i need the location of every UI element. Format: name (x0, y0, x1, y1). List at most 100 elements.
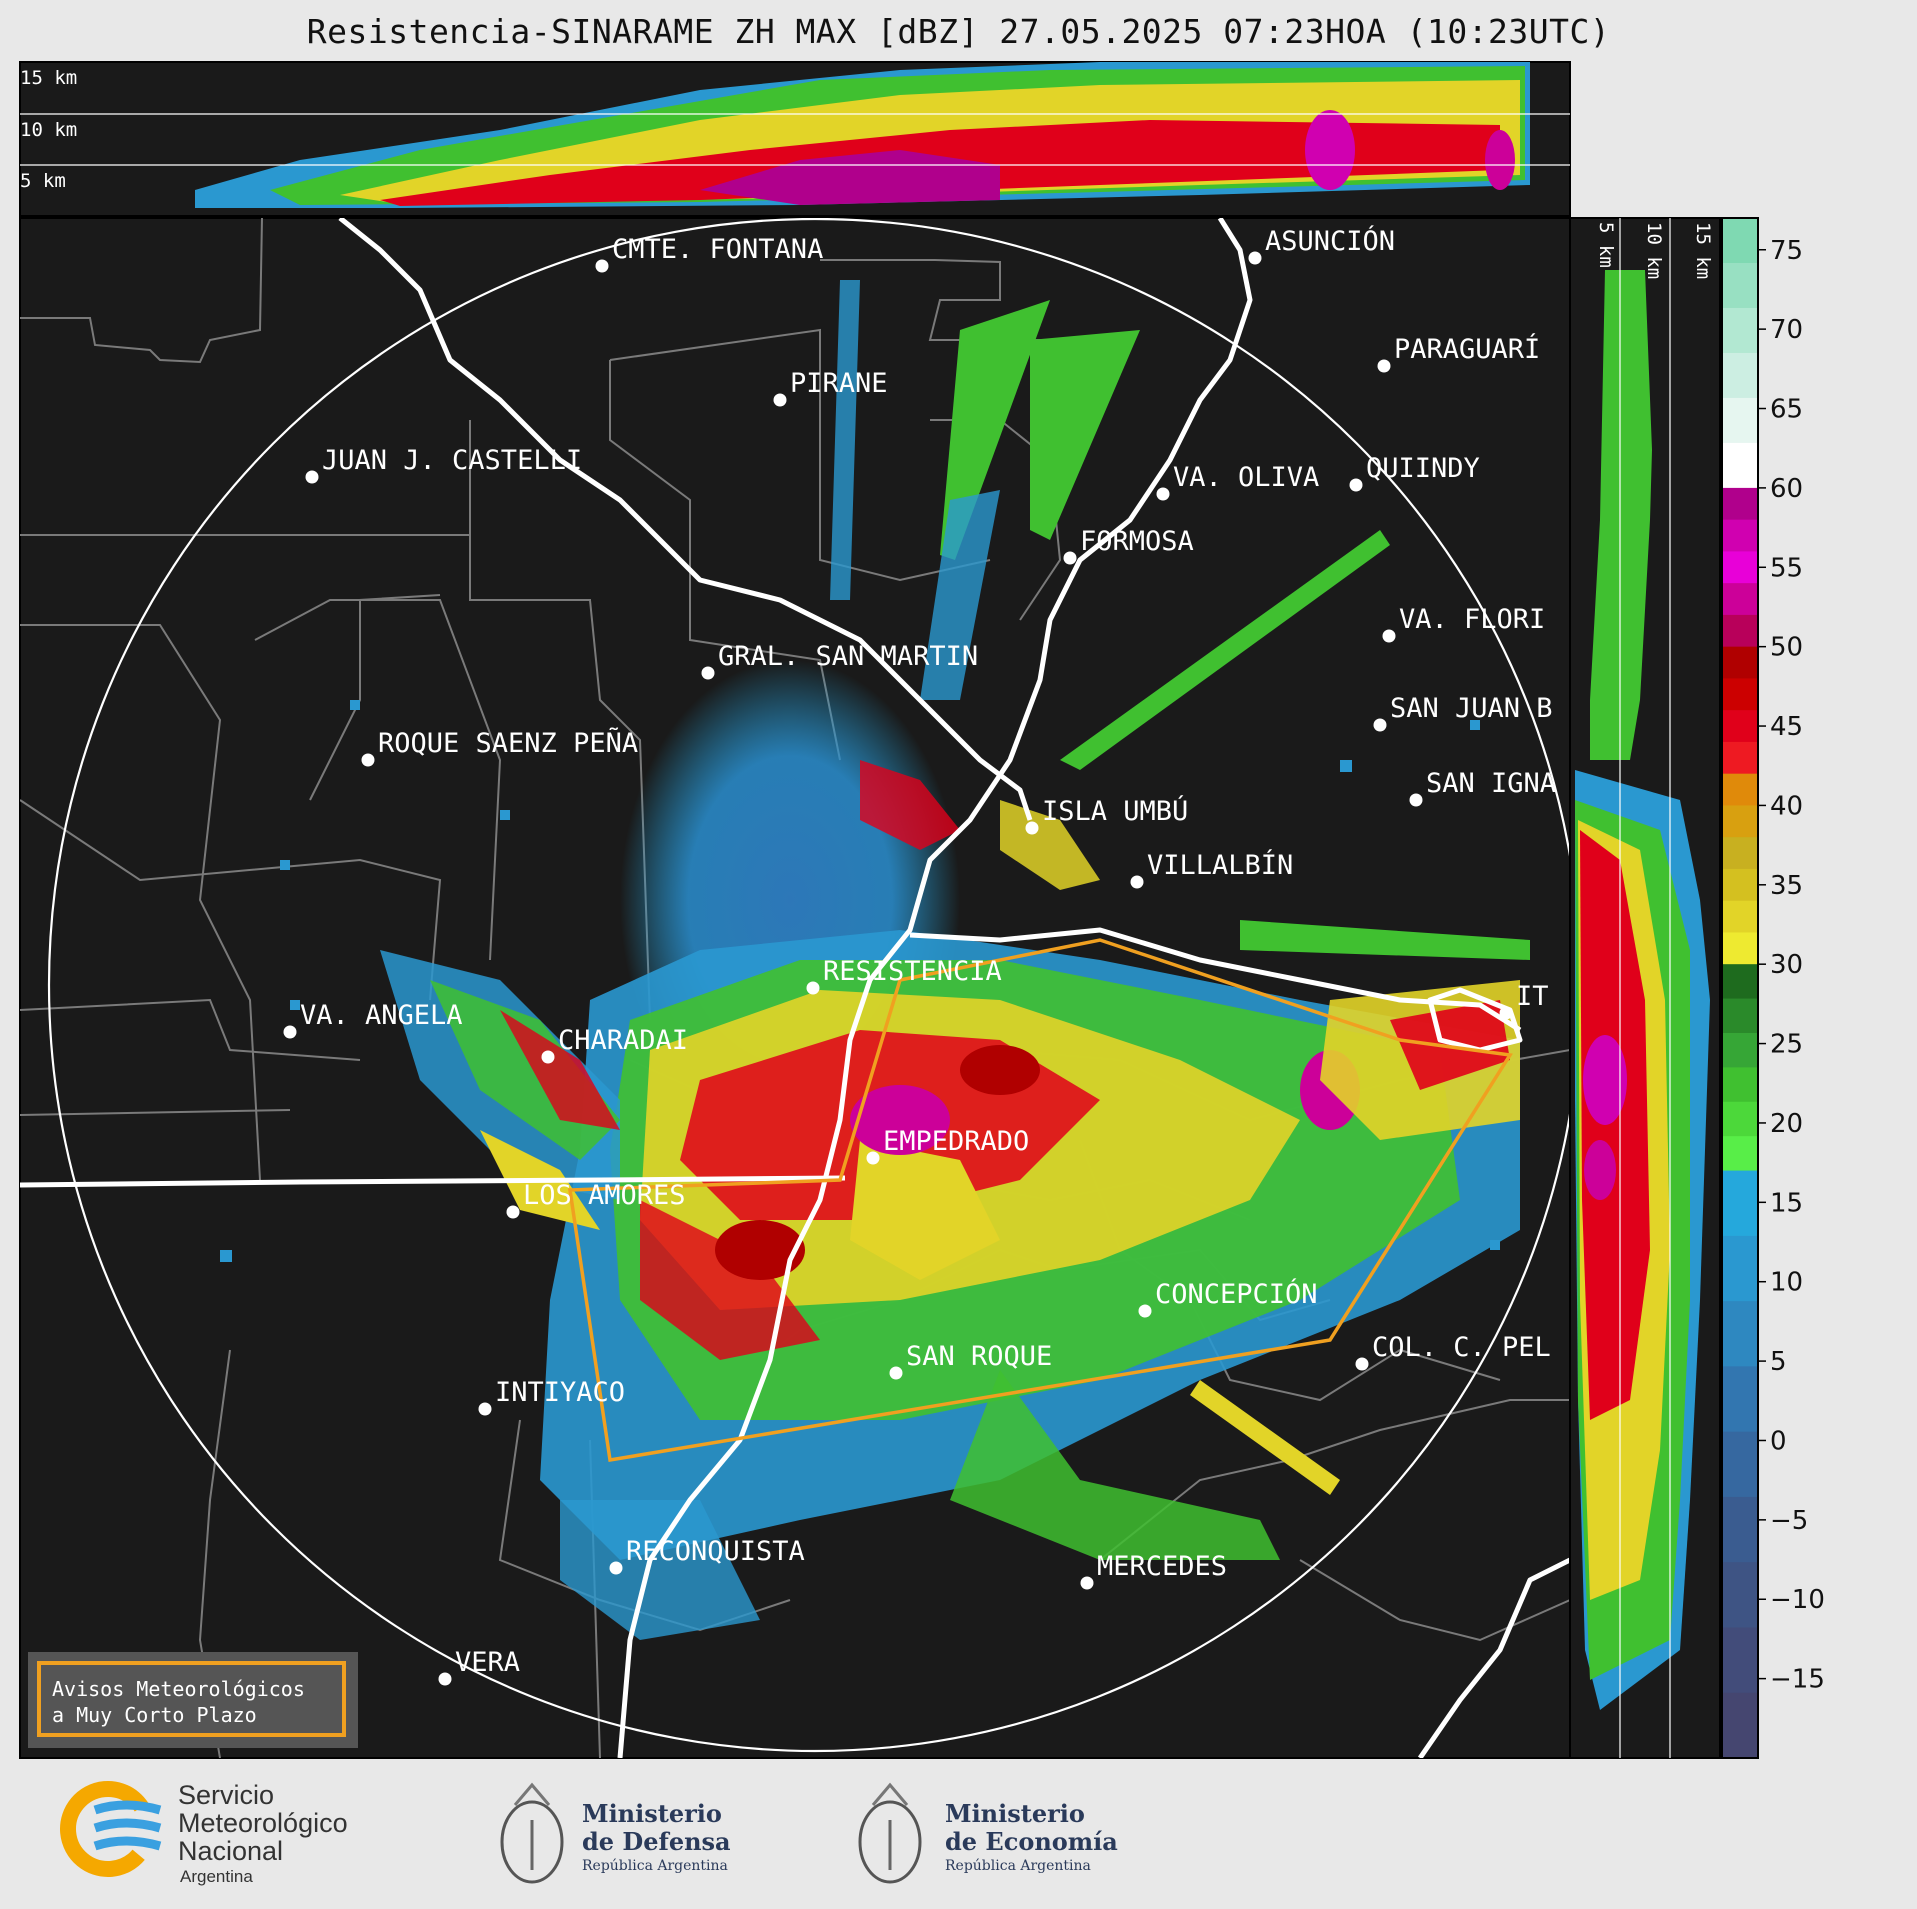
locality-dot (701, 666, 715, 680)
colorbar-tick-label: −15 (1770, 1665, 1825, 1695)
colorbar-swatch (1722, 868, 1758, 902)
colorbar-tick-label: 25 (1770, 1030, 1803, 1060)
side-profile-label-5km: 5 km (1595, 222, 1617, 268)
locality-dot (1080, 1576, 1094, 1590)
locality-label: PIRANE (790, 368, 888, 399)
side-profile-label-10km: 10 km (1643, 222, 1665, 279)
locality-col-c-pel: COL. C. PEL (1355, 1332, 1551, 1371)
radar-range-ring (48, 218, 1570, 1752)
side-profile-label-15km: 15 km (1692, 222, 1714, 279)
map-title: Resistencia-SINARAME ZH MAX [dBZ] 27.05.… (306, 12, 1611, 51)
colorbar-swatch (1722, 1032, 1758, 1068)
colorbar-tick-label: 50 (1770, 633, 1803, 663)
colorbar-swatch (1722, 678, 1758, 711)
footer-logos: Servicio Meteorológico Nacional Argentin… (0, 1770, 1917, 1909)
locality-dot (1130, 875, 1144, 889)
locality-dot (1499, 1006, 1513, 1020)
locality-label: RECONQUISTA (626, 1536, 805, 1567)
colorbar-swatch (1722, 614, 1758, 648)
colorbar-tick-label: 5 (1770, 1347, 1787, 1377)
locality-juan-j-castelli: JUAN J. CASTELLI (305, 445, 582, 484)
colorbar-swatch (1722, 710, 1758, 743)
colorbar-swatch (1722, 741, 1758, 775)
top-profile-label-15km: 15 km (20, 67, 77, 89)
locality-label: GRAL. SAN MARTIN (718, 641, 978, 672)
locality-dot (1373, 718, 1387, 732)
locality-dot (1382, 629, 1396, 643)
locality-asunción: ASUNCIÓN (1248, 225, 1395, 265)
locality-label: COL. C. PEL (1372, 1332, 1551, 1363)
locality-va-angela: VA. ANGELA (283, 1000, 463, 1039)
colorbar-tick-label: −5 (1770, 1506, 1808, 1536)
economia-line-3: República Argentina (945, 1858, 1091, 1874)
locality-dot (1156, 487, 1170, 501)
colorbar-swatch (1722, 352, 1758, 399)
locality-san-roque: SAN ROQUE (889, 1341, 1052, 1380)
colorbar-tick-label: 65 (1770, 395, 1803, 425)
colorbar-swatch (1722, 442, 1758, 489)
locality-dot (1063, 551, 1077, 565)
locality-charadai: CHARADAI (541, 1025, 688, 1064)
locality-label: PARAGUARÍ (1394, 333, 1540, 365)
locality-roque-saenz-peña: ROQUE SAENZ PEÑA (361, 727, 638, 767)
colorbar-swatch (1722, 773, 1758, 807)
top-profile-echoes (195, 62, 1530, 208)
locality-label: VA. ANGELA (300, 1000, 463, 1031)
smn-line-3: Nacional (178, 1836, 283, 1866)
colorbar-swatch (1722, 964, 1758, 1000)
defensa-line-3: República Argentina (582, 1858, 728, 1874)
locality-dot (305, 470, 319, 484)
colorbar-tick-label: 40 (1770, 791, 1803, 821)
economia-line-1: Ministerio (945, 1799, 1085, 1828)
locality-dot (595, 259, 609, 273)
colorbar-swatch (1722, 1136, 1758, 1172)
smn-line-4: Argentina (180, 1867, 253, 1886)
colorbar-swatch (1722, 1101, 1758, 1137)
locality-label: ASUNCIÓN (1265, 225, 1395, 257)
locality-label: RESISTENCIA (823, 956, 1002, 987)
notice-line-2: a Muy Corto Plazo (52, 1703, 257, 1727)
colorbar-tick-label: 60 (1770, 474, 1803, 504)
colorbar-tick-label: 75 (1770, 236, 1803, 266)
colorbar-swatch (1722, 551, 1758, 584)
smn-line-1: Servicio (178, 1780, 274, 1810)
locality-dot (1138, 1304, 1152, 1318)
defensa-logo: Ministerio de Defensa República Argentin… (500, 1782, 731, 1884)
colorbar-swatch (1722, 487, 1758, 521)
locality-label: QUIINDY (1366, 453, 1480, 484)
locality-empedrado: EMPEDRADO (866, 1126, 1029, 1165)
colorbar-swatch (1722, 397, 1758, 444)
locality-dot (506, 1205, 520, 1219)
locality-isla-umbú: ISLA UMBÚ (1025, 795, 1188, 835)
radar-echoes (220, 280, 1530, 1640)
locality-dot (361, 753, 375, 767)
warning-polygon (567, 938, 1513, 1463)
localities-layer: CMTE. FONTANA ASUNCIÓN PIRANE PARAGUARÍ JUAN… (283, 225, 1556, 1686)
colorbar-tick-label: 30 (1770, 950, 1803, 980)
side-height-profile: 5 km 10 km 15 km (1569, 217, 1721, 1759)
locality-label: EMPEDRADO (883, 1126, 1029, 1157)
colorbar-swatch (1722, 262, 1758, 309)
notice-line-1: Avisos Meteorológicos (52, 1677, 305, 1701)
coat-of-arms-icon (858, 1782, 922, 1884)
locality-los-amores: LOS AMORES (506, 1180, 686, 1219)
locality-dot (541, 1050, 555, 1064)
radar-map: CMTE. FONTANA ASUNCIÓN PIRANE PARAGUARÍ JUAN… (19, 217, 1571, 1759)
colorbar-tick-label: 0 (1770, 1426, 1787, 1456)
defensa-line-1: Ministerio (582, 1799, 722, 1828)
locality-label: SAN IGNA (1426, 768, 1556, 799)
colorbar-swatch (1722, 1431, 1758, 1498)
locality-reconquista: RECONQUISTA (609, 1536, 805, 1575)
colorbar-swatch (1722, 1496, 1758, 1563)
colorbar-swatch (1722, 1301, 1758, 1367)
locality-label: VA. FLORI (1399, 604, 1545, 635)
locality-san-igna: SAN IGNA (1409, 768, 1556, 807)
colorbar-swatch (1722, 1627, 1758, 1694)
colorbar-swatch (1722, 837, 1758, 870)
locality-dot (1349, 478, 1363, 492)
locality-concepción: CONCEPCIÓN (1138, 1278, 1318, 1318)
locality-dot (438, 1672, 452, 1686)
notice-box: Avisos Meteorológicos a Muy Corto Plazo (28, 1652, 358, 1748)
colorbar-tick-label: 20 (1770, 1109, 1803, 1139)
